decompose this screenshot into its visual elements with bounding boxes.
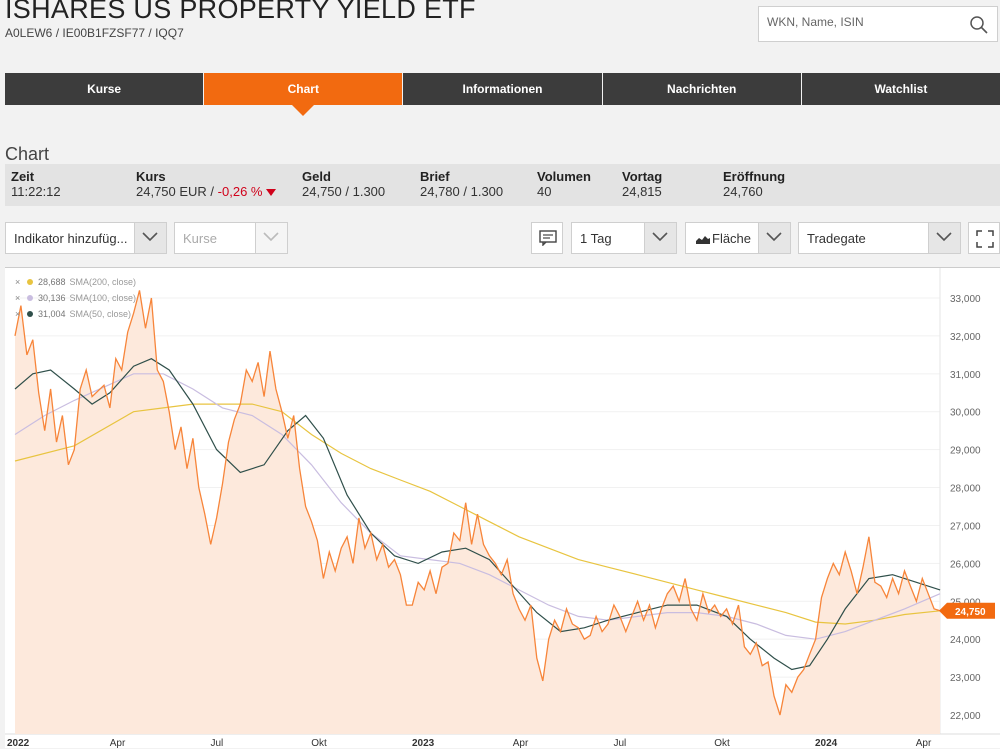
y-tick-label: 27,000: [950, 521, 981, 532]
chart-comment-button[interactable]: [531, 222, 563, 254]
x-tick-label: 2024: [815, 738, 838, 749]
tab-nachrichten[interactable]: Nachrichten: [602, 73, 801, 105]
quote-time: Zeit 11:22:12: [11, 169, 61, 199]
y-tick-label: 28,000: [950, 484, 981, 495]
tab-watchlist[interactable]: Watchlist: [801, 73, 1000, 105]
x-tick-label: Apr: [110, 738, 126, 749]
page-header: ISHARES US PROPERTY YIELD ETF A0LEW6 / I…: [0, 0, 1000, 58]
x-tick-label: Okt: [311, 738, 327, 749]
x-tick-label: Apr: [513, 738, 529, 749]
y-tick-label: 22,000: [950, 711, 981, 722]
y-tick-label: 26,000: [950, 559, 981, 570]
x-tick-label: Jul: [614, 738, 627, 749]
fullscreen-icon: [976, 230, 994, 248]
chart-type-dropdown[interactable]: Fläche: [685, 222, 791, 254]
remove-icon[interactable]: ×: [15, 277, 21, 287]
chart-toolbar: Indikator hinzufüg... Kurse 1 Tag Fläche…: [5, 222, 1000, 254]
y-tick-label: 30,000: [950, 408, 981, 419]
area-chart-icon: [696, 236, 710, 245]
legend-item-sma50: × 31,004 SMA(50, close): [15, 309, 132, 319]
y-tick-label: 32,000: [950, 332, 981, 343]
x-tick-label: Jul: [211, 738, 224, 749]
remove-icon[interactable]: ×: [15, 293, 21, 303]
x-tick-label: 2023: [412, 738, 435, 749]
quote-price: Kurs 24,750 EUR / -0,26 %: [136, 169, 277, 199]
quote-volume: Volumen 40: [537, 169, 591, 199]
price-area: [15, 290, 941, 734]
last-price-label: 24,750: [955, 607, 986, 618]
tab-informationen[interactable]: Informationen: [403, 73, 602, 105]
tab-kurse[interactable]: Kurse: [5, 73, 204, 105]
legend-dot: [27, 279, 33, 285]
price-chart[interactable]: 33,000 32,000 31,000 30,000 29,000 28,000 27,0…: [5, 267, 1000, 749]
y-tick-label: 31,000: [950, 370, 981, 381]
down-arrow-icon: [266, 189, 277, 197]
x-tick-label: Okt: [714, 738, 730, 749]
security-identifiers: A0LEW6 / IE00B1FZSF77 / IQQ7: [5, 26, 184, 40]
price-change: -0,26 %: [217, 184, 263, 199]
legend-dot: [27, 311, 33, 317]
fullscreen-button[interactable]: [968, 222, 1000, 254]
chart-canvas[interactable]: 33,000 32,000 31,000 30,000 29,000 28,000 27,0…: [5, 268, 1000, 749]
quote-ask: Brief 24,780 / 1.300: [420, 169, 504, 199]
search-icon[interactable]: [969, 15, 989, 35]
indicator-dropdown[interactable]: Indikator hinzufüg...: [5, 222, 167, 254]
y-tick-label: 24,000: [950, 635, 981, 646]
y-tick-label: 29,000: [950, 446, 981, 457]
search-input[interactable]: [767, 15, 957, 29]
sma200-line: [14, 403, 941, 625]
quote-bar: Zeit 11:22:12 Kurs 24,750 EUR / -0,26 % …: [5, 164, 1000, 206]
x-tick-label: Apr: [916, 738, 932, 749]
price-line: [14, 290, 941, 716]
period-dropdown[interactable]: 1 Tag: [571, 222, 677, 254]
y-tick-label: 23,000: [950, 673, 981, 684]
exchange-dropdown[interactable]: Tradegate: [798, 222, 961, 254]
compare-dropdown: Kurse: [174, 222, 288, 254]
chart-legend: × 28,688 SMA(200, close) × 30,136 SMA(10…: [15, 274, 136, 322]
tab-chart[interactable]: Chart: [204, 73, 403, 116]
last-price-badge: [939, 602, 995, 619]
chevron-down-icon[interactable]: [644, 223, 676, 253]
legend-dot: [27, 295, 33, 301]
remove-icon[interactable]: ×: [15, 309, 21, 319]
search-box[interactable]: [758, 6, 998, 42]
quote-bid: Geld 24,750 / 1.300: [302, 169, 386, 199]
chevron-down-icon[interactable]: [928, 223, 960, 253]
quote-previous: Vortag 24,815: [622, 169, 663, 199]
chevron-down-icon: [255, 223, 287, 253]
sma100-line: [14, 373, 941, 640]
chevron-down-icon[interactable]: [758, 223, 790, 253]
y-tick-label: 33,000: [950, 294, 981, 305]
quote-open: Eröffnung 24,760: [723, 169, 786, 199]
x-tick-label: 2022: [7, 738, 30, 749]
legend-item-sma200: × 28,688 SMA(200, close): [15, 277, 137, 287]
main-nav-tabs: Kurse Chart Informationen Nachrichten Wa…: [5, 73, 1000, 116]
legend-item-sma100: × 30,136 SMA(100, close): [15, 293, 137, 303]
comment-icon: [539, 230, 557, 246]
section-title: Chart: [5, 144, 50, 164]
chevron-down-icon[interactable]: [134, 223, 166, 253]
sma50-line: [14, 358, 941, 671]
page-title: ISHARES US PROPERTY YIELD ETF: [5, 0, 476, 24]
